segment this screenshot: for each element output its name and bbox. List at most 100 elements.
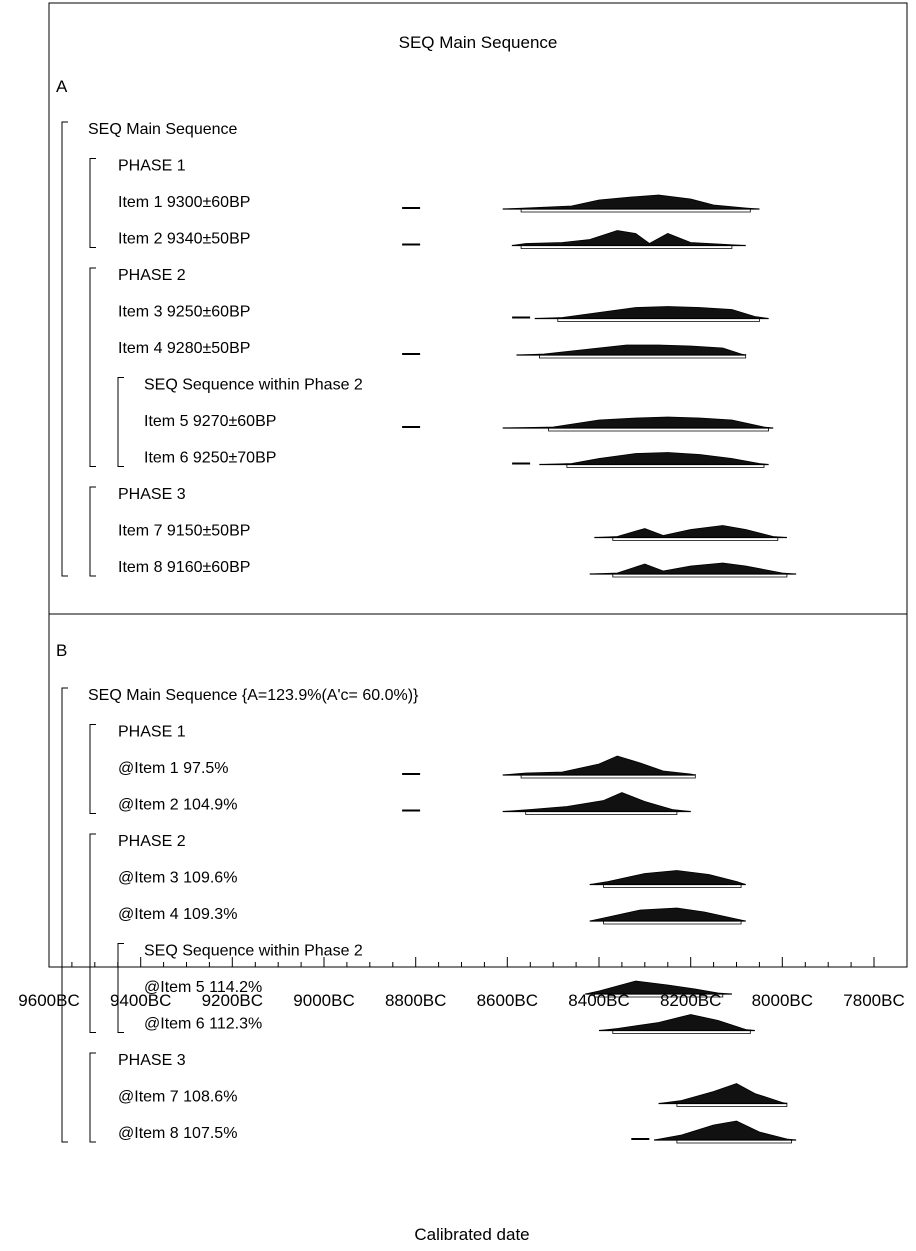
item-row: Item 7 9150±50BP xyxy=(118,523,787,541)
row-label: @Item 6 112.3% xyxy=(144,1016,262,1033)
group-bracket xyxy=(117,377,124,467)
item-row: @Item 4 109.3% xyxy=(118,906,746,925)
row-label: Item 4 9280±50BP xyxy=(118,340,250,357)
item-row: @Item 2 104.9% xyxy=(118,792,691,815)
group-row: SEQ Sequence within Phase 2 xyxy=(144,943,363,960)
item-row: Item 2 9340±50BP xyxy=(118,230,746,249)
row-label: @Item 4 109.3% xyxy=(118,906,237,923)
plot-frame xyxy=(48,2,908,968)
row-label: @Item 8 107.5% xyxy=(118,1125,237,1142)
row-label: Item 5 9270±60BP xyxy=(144,413,276,430)
group-row: SEQ Main Sequence xyxy=(88,121,238,138)
hpd-range xyxy=(520,774,696,779)
hpd-range xyxy=(676,1102,788,1107)
row-label: PHASE 2 xyxy=(118,267,186,284)
hpd-range xyxy=(594,993,724,998)
posterior-distribution xyxy=(589,907,746,922)
hpd-range xyxy=(603,920,742,925)
row-label: @Item 3 109.6% xyxy=(118,870,237,887)
posterior-distribution xyxy=(594,525,787,538)
x-tick-label: 7800BC xyxy=(843,991,904,1010)
row-label: @Item 1 97.5% xyxy=(118,760,229,777)
x-axis-label: Calibrated date xyxy=(414,1225,529,1244)
row-label: @Item 2 104.9% xyxy=(118,797,237,814)
panel-b: B SEQ Main Sequence {A=123.9%(A'c= 60.0%)… xyxy=(56,641,797,1144)
posterior-distribution xyxy=(534,306,769,319)
row-label: Item 1 9300±60BP xyxy=(118,194,250,211)
panel-a: A SEQ Main Sequence PHASE 1 Item 1 9300±60B… xyxy=(56,77,797,578)
panel-letter: A xyxy=(56,77,68,96)
hpd-range xyxy=(612,536,779,541)
group-row: PHASE 1 xyxy=(118,158,186,175)
group-bracket xyxy=(61,121,68,577)
row-label: @Item 5 114.2% xyxy=(144,979,262,996)
x-tick-label: 8200BC xyxy=(660,991,721,1010)
item-row: Item 5 9270±60BP xyxy=(144,413,774,432)
row-label: PHASE 2 xyxy=(118,833,186,850)
x-tick-label: 9600BC xyxy=(18,991,79,1010)
group-row: PHASE 3 xyxy=(118,1052,186,1069)
row-label: Item 6 9250±70BP xyxy=(144,450,276,467)
posterior-distribution xyxy=(658,1083,787,1104)
posterior-distribution xyxy=(589,562,797,575)
hpd-range xyxy=(520,244,733,249)
group-row: PHASE 3 xyxy=(118,486,186,503)
group-bracket xyxy=(89,267,96,467)
posterior-distribution xyxy=(516,344,746,356)
posterior-distribution xyxy=(502,416,774,429)
group-bracket xyxy=(89,486,96,577)
panels: A SEQ Main Sequence PHASE 1 Item 1 9300±60B… xyxy=(56,77,797,1144)
panel-letter: B xyxy=(56,641,67,660)
item-row: Item 8 9160±60BP xyxy=(118,559,797,578)
row-label: Item 2 9340±50BP xyxy=(118,231,250,248)
group-bracket xyxy=(89,724,96,814)
item-row: Item 4 9280±50BP xyxy=(118,340,747,359)
group-row: SEQ Main Sequence {A=123.9%(A'c= 60.0%)} xyxy=(88,687,419,704)
group-bracket xyxy=(117,943,124,1033)
row-label: Item 7 9150±50BP xyxy=(118,523,250,540)
x-tick-label: 8400BC xyxy=(568,991,629,1010)
group-bracket xyxy=(89,1052,96,1143)
row-label: PHASE 1 xyxy=(118,158,186,175)
hpd-range xyxy=(539,354,747,359)
posterior-distribution xyxy=(502,755,696,776)
x-tick-label: 8600BC xyxy=(477,991,538,1010)
group-row: PHASE 2 xyxy=(118,267,186,284)
item-row: Item 3 9250±60BP xyxy=(118,304,769,322)
row-label: SEQ Sequence within Phase 2 xyxy=(144,377,363,394)
item-row: @Item 7 108.6% xyxy=(118,1083,788,1107)
hpd-range xyxy=(557,317,760,322)
hpd-range xyxy=(520,208,751,213)
group-bracket xyxy=(89,833,96,1033)
hpd-range xyxy=(525,810,678,815)
row-label: PHASE 1 xyxy=(118,724,186,741)
row-label: SEQ Sequence within Phase 2 xyxy=(144,943,363,960)
row-label: PHASE 3 xyxy=(118,486,186,503)
posterior-distribution xyxy=(511,230,746,246)
group-bracket xyxy=(89,158,96,248)
hpd-range xyxy=(566,463,765,468)
posterior-distribution xyxy=(502,792,691,812)
x-tick-label: 9400BC xyxy=(110,991,171,1010)
group-row: PHASE 1 xyxy=(118,724,186,741)
x-tick-label: 9200BC xyxy=(202,991,263,1010)
item-row: Item 6 9250±70BP xyxy=(144,450,769,468)
hpd-range xyxy=(603,883,742,888)
posterior-distribution xyxy=(589,870,746,885)
row-label: Item 8 9160±60BP xyxy=(118,559,250,576)
x-tick-label: 9000BC xyxy=(293,991,354,1010)
row-label: Item 3 9250±60BP xyxy=(118,304,250,321)
item-row: @Item 8 107.5% xyxy=(118,1120,797,1144)
row-label: @Item 7 108.6% xyxy=(118,1089,237,1106)
group-row: SEQ Sequence within Phase 2 xyxy=(144,377,363,394)
group-bracket xyxy=(61,687,68,1143)
row-label: SEQ Main Sequence {A=123.9%(A'c= 60.0%)} xyxy=(88,687,419,704)
hpd-range xyxy=(548,427,769,432)
row-label: SEQ Main Sequence xyxy=(88,121,238,138)
item-row: @Item 1 97.5% xyxy=(118,755,696,779)
item-row: @Item 3 109.6% xyxy=(118,870,746,888)
posterior-distribution xyxy=(539,452,769,465)
posterior-distribution xyxy=(502,194,760,210)
item-row: @Item 6 112.3% xyxy=(144,1014,755,1034)
